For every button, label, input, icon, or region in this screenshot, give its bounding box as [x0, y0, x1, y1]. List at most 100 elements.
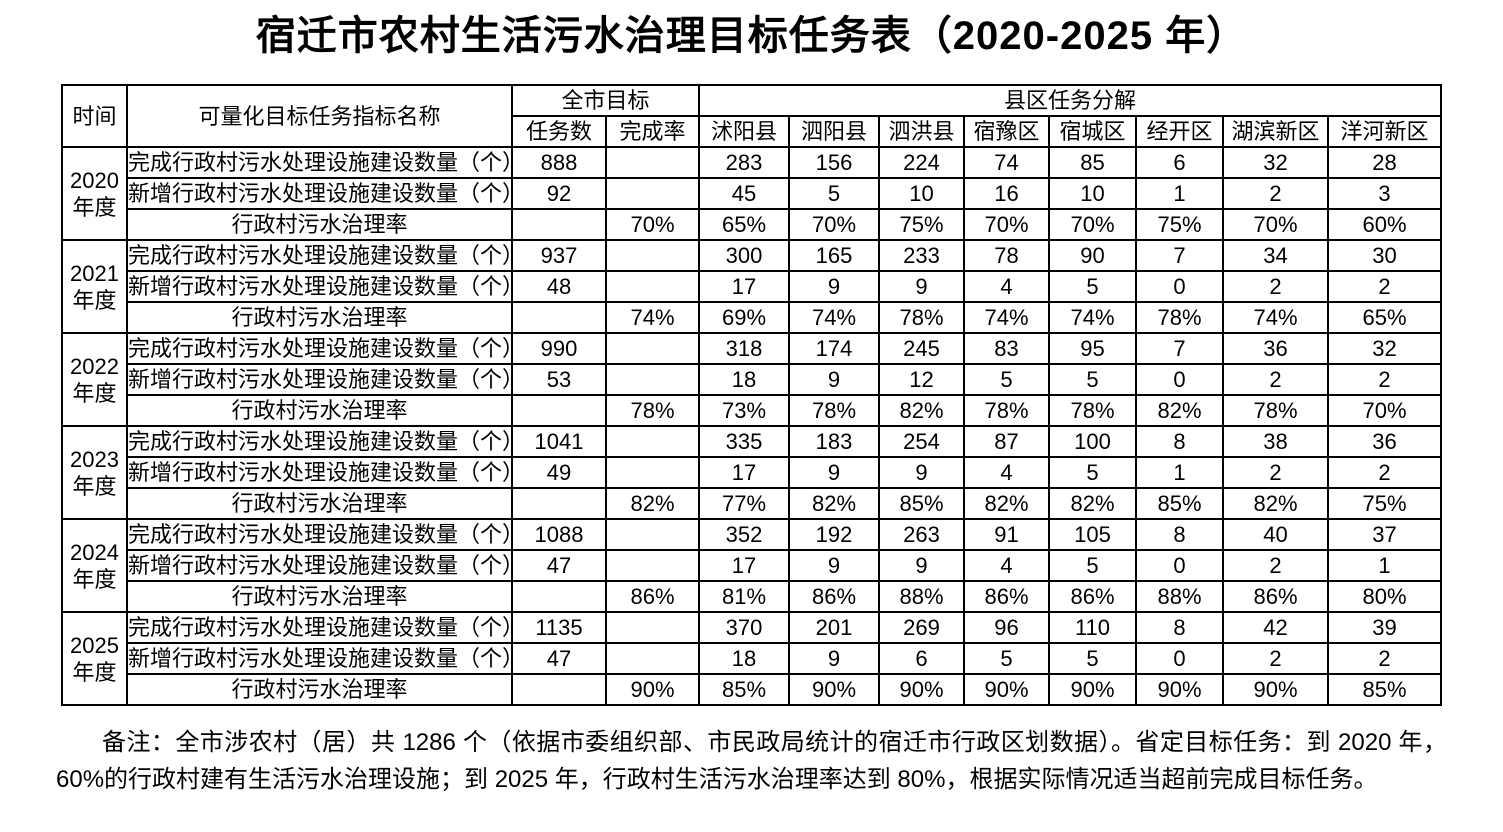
indicator-label: 行政村污水治理率: [125, 580, 513, 613]
indicator-label: 新增行政村污水处理设施建设数量（个）: [125, 270, 513, 303]
county-value-cell: 5: [788, 177, 880, 210]
task-count-cell: 1041: [510, 425, 607, 458]
county-value-cell: 38: [1222, 425, 1329, 458]
county-value-cell: 300: [698, 239, 790, 272]
indicator-label: 完成行政村污水处理设施建设数量（个）: [125, 332, 513, 365]
county-value-cell: 174: [788, 332, 880, 365]
county-value-cell: 85%: [1326, 673, 1443, 706]
header-county-sucheng: 宿城区: [1048, 115, 1137, 148]
county-value-cell: 370: [698, 611, 790, 644]
county-value-cell: 39: [1326, 611, 1443, 644]
table-row: 行政村污水治理率 90% 85% 90% 90% 90% 90% 90% 90% 85%: [62, 673, 1443, 706]
county-value-cell: 30: [1326, 239, 1443, 272]
header-county-suyu: 宿豫区: [963, 115, 1050, 148]
county-value-cell: 85: [1048, 146, 1137, 179]
county-value-cell: 82%: [1135, 394, 1224, 427]
completion-rate-cell: [604, 518, 701, 551]
header-county-yanghe: 洋河新区: [1326, 115, 1443, 148]
year-number: 2023: [70, 446, 119, 472]
task-count-cell: [510, 580, 607, 613]
indicator-label: 新增行政村污水处理设施建设数量（个）: [125, 363, 513, 396]
county-value-cell: 105: [1048, 518, 1137, 551]
county-value-cell: 5: [1048, 363, 1137, 396]
year-suffix: 年度: [72, 287, 117, 313]
header-row-2: 任务数 完成率 沭阳县 泗阳县 泗洪县 宿豫区 宿城区 经开区 湖滨新区 洋河新…: [62, 115, 1443, 148]
county-value-cell: 74%: [788, 301, 880, 334]
county-value-cell: 1: [1135, 456, 1224, 489]
county-value-cell: 90: [1048, 239, 1137, 272]
county-value-cell: 9: [788, 270, 880, 303]
county-value-cell: 233: [878, 239, 965, 272]
county-value-cell: 75%: [1135, 208, 1224, 241]
county-value-cell: 80%: [1326, 580, 1443, 613]
completion-rate-cell: [604, 425, 701, 458]
county-value-cell: 269: [878, 611, 965, 644]
county-value-cell: 70%: [963, 208, 1050, 241]
task-count-cell: 53: [510, 363, 607, 396]
county-value-cell: 90%: [878, 673, 965, 706]
header-time: 时间: [60, 84, 128, 148]
table-row: 行政村污水治理率 70% 65% 70% 75% 70% 70% 75% 70% 60%: [62, 208, 1443, 241]
county-value-cell: 318: [698, 332, 790, 365]
county-value-cell: 0: [1135, 363, 1224, 396]
county-value-cell: 5: [1048, 270, 1137, 303]
county-value-cell: 2: [1326, 363, 1443, 396]
county-value-cell: 82%: [788, 487, 880, 520]
completion-rate-cell: [604, 239, 701, 272]
county-value-cell: 9: [788, 363, 880, 396]
county-value-cell: 78%: [878, 301, 965, 334]
year-number: 2024: [70, 539, 119, 565]
county-value-cell: 85%: [878, 487, 965, 520]
county-value-cell: 74%: [1222, 301, 1329, 334]
footnote: 备注：全市涉农村（居）共 1286 个（依据市委组织部、市民政局统计的宿迁市行政…: [56, 729, 1447, 793]
year-number: 2021: [70, 260, 119, 286]
indicator-label: 新增行政村污水处理设施建设数量（个）: [125, 549, 513, 582]
county-value-cell: 6: [878, 642, 965, 675]
county-value-cell: 9: [878, 456, 965, 489]
county-value-cell: 0: [1135, 549, 1224, 582]
county-value-cell: 9: [878, 549, 965, 582]
task-count-cell: [510, 487, 607, 520]
table-row: 2025 年度 完成行政村污水处理设施建设数量（个） 1135 370 201 269 96 1…: [60, 611, 1443, 706]
county-value-cell: 9: [788, 549, 880, 582]
table-row: 新增行政村污水处理设施建设数量（个） 49 17 9 9 4 5 1 2 2: [62, 456, 1443, 489]
county-value-cell: 90%: [963, 673, 1050, 706]
county-value-cell: 10: [1048, 177, 1137, 210]
county-value-cell: 2: [1222, 270, 1329, 303]
county-value-cell: 2: [1222, 456, 1329, 489]
task-count-cell: 47: [510, 549, 607, 582]
county-value-cell: 18: [698, 363, 790, 396]
county-value-cell: 7: [1135, 332, 1224, 365]
county-value-cell: 8: [1135, 518, 1224, 551]
year-number: 2025: [70, 632, 119, 658]
county-value-cell: 74%: [1048, 301, 1137, 334]
indicator-label: 新增行政村污水处理设施建设数量（个）: [125, 177, 513, 210]
task-count-cell: 92: [510, 177, 607, 210]
task-count-cell: 49: [510, 456, 607, 489]
county-value-cell: 254: [878, 425, 965, 458]
table-row: 行政村污水治理率 74% 69% 74% 78% 74% 74% 78% 74% 65%: [62, 301, 1443, 334]
year-cell: 2025 年度: [60, 611, 128, 706]
county-value-cell: 82%: [1048, 487, 1137, 520]
county-value-cell: 82%: [1222, 487, 1329, 520]
header-county-sihong: 泗洪县: [878, 115, 965, 148]
table-row: 2020 年度 完成行政村污水处理设施建设数量（个） 888 283 156 224 74 85…: [60, 146, 1443, 241]
county-value-cell: 85%: [698, 673, 790, 706]
county-value-cell: 283: [698, 146, 790, 179]
table-row: 2023 年度 完成行政村污水处理设施建设数量（个） 1041 335 183 254 87 1…: [60, 425, 1443, 520]
county-value-cell: 9: [878, 270, 965, 303]
county-value-cell: 37: [1326, 518, 1443, 551]
county-value-cell: 5: [1048, 456, 1137, 489]
county-value-cell: 4: [963, 456, 1050, 489]
county-value-cell: 45: [698, 177, 790, 210]
indicator-label: 完成行政村污水处理设施建设数量（个）: [125, 239, 513, 272]
year-cell: 2023 年度: [60, 425, 128, 520]
county-value-cell: 88%: [1135, 580, 1224, 613]
county-value-cell: 87: [963, 425, 1050, 458]
county-value-cell: 0: [1135, 642, 1224, 675]
county-value-cell: 32: [1326, 332, 1443, 365]
task-count-cell: 888: [510, 146, 607, 179]
county-value-cell: 85%: [1135, 487, 1224, 520]
header-county-breakdown: 县区任务分解: [697, 84, 1443, 117]
county-value-cell: 70%: [1048, 208, 1137, 241]
